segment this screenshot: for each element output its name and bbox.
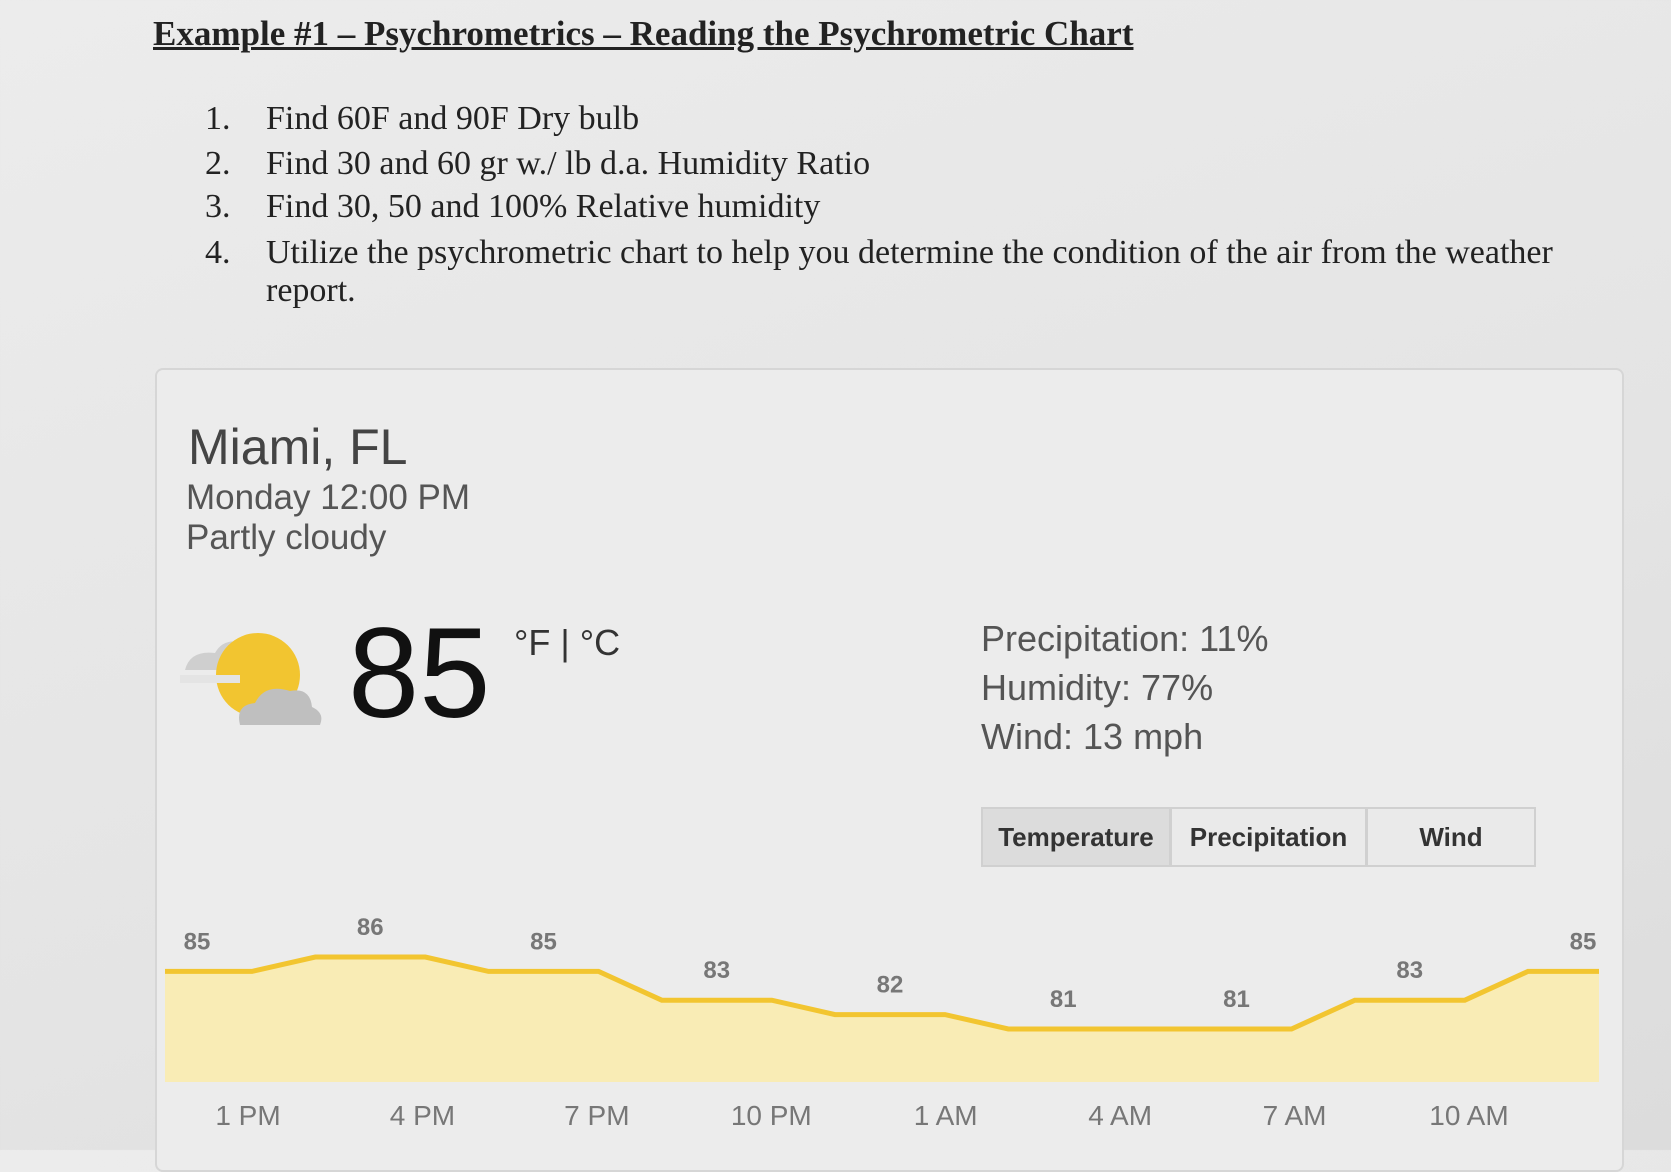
x-tick-label: 10 AM <box>1429 1100 1508 1131</box>
step-number: 2. <box>205 145 231 182</box>
step-number: 1. <box>205 100 231 137</box>
title: Example #1 – Psychrometrics – Reading th… <box>153 14 1134 53</box>
step-text: Find 30, 50 and 100% Relative humidity <box>266 188 821 225</box>
x-tick-label: 7 AM <box>1263 1100 1327 1131</box>
step-text: Find 60F and 90F Dry bulb <box>266 100 640 137</box>
data-label: 85 <box>530 928 557 955</box>
x-tick-label: 1 AM <box>914 1100 978 1131</box>
step-number: 3. <box>205 188 231 225</box>
stat: Wind: 13 mph <box>981 716 1204 757</box>
datetime: Monday 12:00 PM <box>186 478 471 517</box>
step-number: 4. <box>205 234 231 271</box>
area <box>165 957 1599 1082</box>
weather-icon <box>180 633 322 725</box>
stat: Humidity: 77% <box>981 667 1214 708</box>
x-tick-label: 4 AM <box>1088 1100 1152 1131</box>
tab[interactable]: Wind <box>1366 807 1536 867</box>
condition: Partly cloudy <box>186 518 387 557</box>
data-label: 85 <box>1570 928 1597 955</box>
units-toggle[interactable]: °F | °C <box>514 622 621 663</box>
data-label: 82 <box>877 972 904 999</box>
data-label: 86 <box>357 914 384 941</box>
location: Miami, FL <box>188 419 408 475</box>
x-tick-label: 10 PM <box>731 1100 812 1131</box>
line <box>165 954 1599 1032</box>
data-label: 85 <box>184 928 211 955</box>
data-label: 83 <box>703 957 730 984</box>
x-tick-label: 1 PM <box>215 1100 280 1131</box>
data-label: 83 <box>1396 957 1423 984</box>
step-text: Utilize the psychrometric chart to help … <box>266 234 1553 309</box>
step-text: Find 30 and 60 gr w./ lb d.a. Humidity R… <box>266 145 871 182</box>
x-tick-label: 7 PM <box>564 1100 629 1131</box>
tab[interactable]: Precipitation <box>1170 807 1367 867</box>
stat: Precipitation: 11% <box>981 618 1269 659</box>
data-label: 81 <box>1223 986 1250 1013</box>
x-tick-label: 4 PM <box>390 1100 455 1131</box>
data-label: 81 <box>1050 986 1077 1013</box>
temperature: 85 <box>348 602 491 745</box>
